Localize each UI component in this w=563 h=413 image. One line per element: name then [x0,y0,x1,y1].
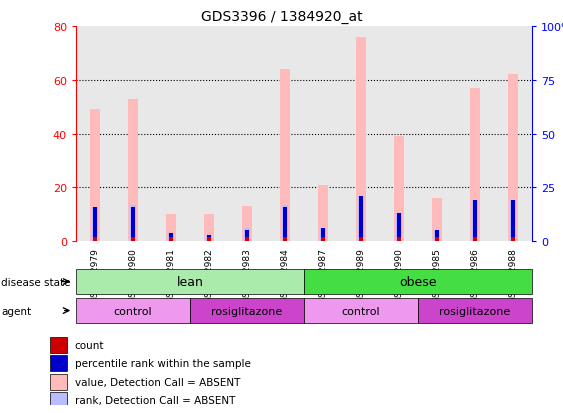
Bar [418,299,532,323]
Bar [510,201,516,242]
Text: value, Detection Call = ABSENT: value, Detection Call = ABSENT [75,377,240,387]
Bar [129,205,136,242]
Bar [90,110,100,242]
Bar [356,38,367,242]
Text: agent: agent [1,306,32,316]
Bar [93,207,97,242]
Bar [50,392,68,408]
Bar [205,235,212,242]
Bar [169,237,173,242]
Text: lean: lean [177,275,203,288]
Bar [434,231,440,242]
Bar [473,201,477,242]
Bar [76,270,304,294]
Bar [76,299,190,323]
Bar [432,199,443,242]
Bar [318,185,328,242]
Bar [435,231,439,242]
Bar [50,337,68,354]
Bar [511,201,515,242]
Bar [169,233,173,242]
Bar [168,233,175,242]
Bar [397,214,401,242]
Bar [166,215,176,242]
Bar [304,299,418,323]
Text: control: control [342,306,381,316]
Bar [283,237,287,242]
Text: control: control [114,306,153,316]
Bar [396,214,403,242]
Bar [283,207,287,242]
Text: rank, Detection Call = ABSENT: rank, Detection Call = ABSENT [75,395,235,405]
Bar [320,229,327,242]
Text: rosiglitazone: rosiglitazone [439,306,511,316]
Bar [472,201,479,242]
Bar [321,229,325,242]
Bar [470,88,480,242]
Text: disease state: disease state [1,277,70,287]
Text: rosiglitazone: rosiglitazone [211,306,283,316]
Bar [50,356,68,372]
Bar [397,237,401,242]
Bar [321,237,325,242]
Bar [473,237,477,242]
Text: count: count [75,340,104,351]
Bar [358,197,364,242]
Bar [359,197,363,242]
Bar [508,75,519,242]
Text: percentile rank within the sample: percentile rank within the sample [75,358,251,368]
Bar [92,207,99,242]
Bar [282,205,288,242]
Bar [93,237,97,242]
Bar [190,299,304,323]
Bar [131,207,135,242]
Bar [245,231,249,242]
Text: GDS3396 / 1384920_at: GDS3396 / 1384920_at [200,10,363,24]
Bar [394,137,404,242]
Bar [131,237,135,242]
Bar [435,237,439,242]
Bar [207,235,211,242]
Bar [280,70,291,242]
Bar [207,237,211,242]
Bar [359,237,363,242]
Bar [511,237,515,242]
Bar [304,270,532,294]
Bar [50,374,68,389]
Bar [245,237,249,242]
Bar [244,229,251,242]
Bar [128,99,138,242]
Text: obese: obese [399,275,437,288]
Bar [204,215,215,242]
Bar [242,206,252,242]
